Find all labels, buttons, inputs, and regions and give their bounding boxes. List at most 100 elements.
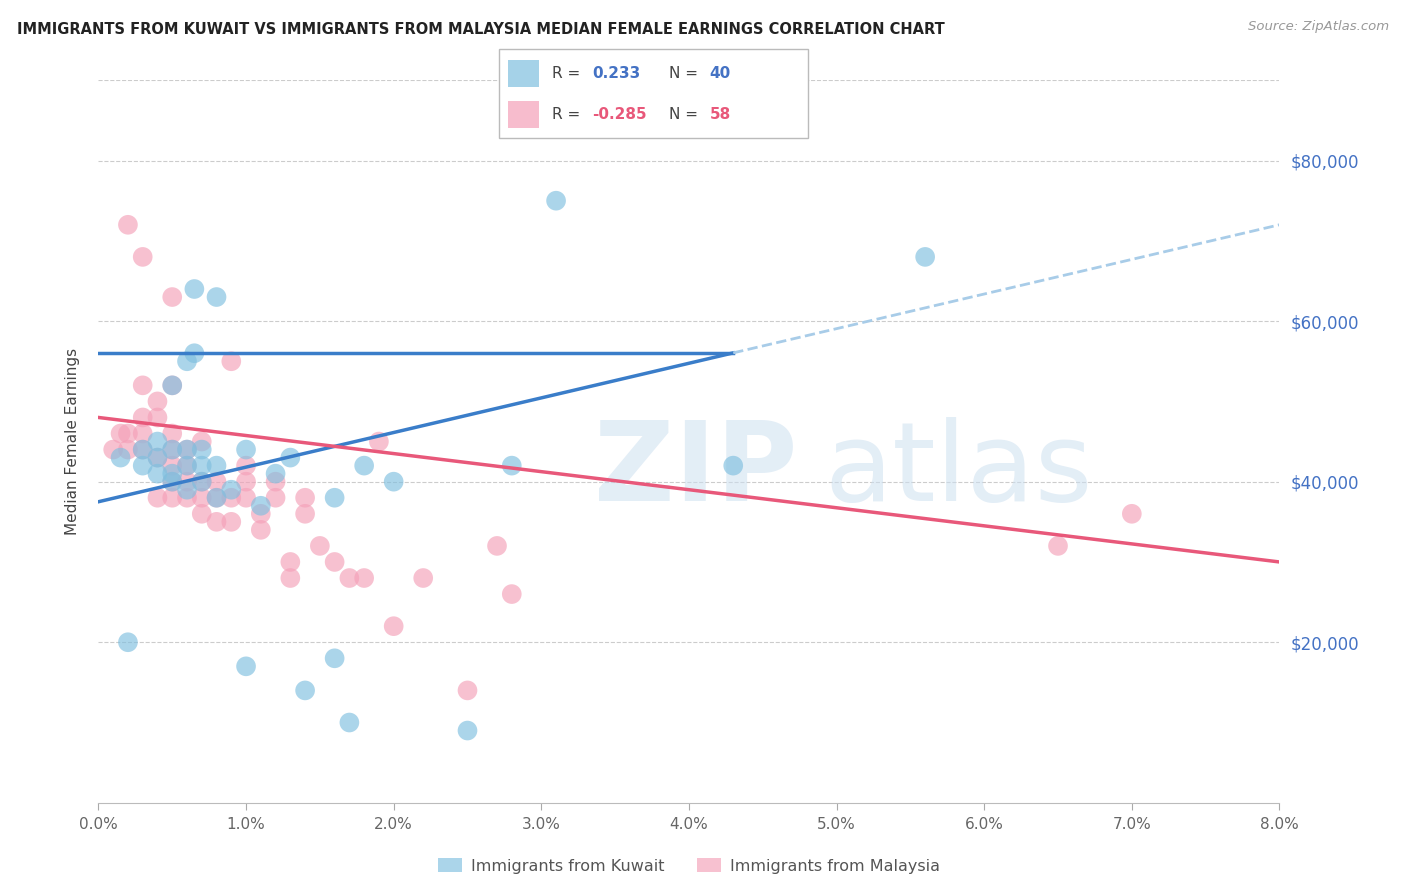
Point: [382, 475, 405, 489]
Point: [1046, 539, 1070, 553]
Point: [205, 515, 228, 529]
Point: [221, 354, 243, 368]
Point: [1121, 507, 1143, 521]
Point: [117, 442, 139, 457]
Point: [339, 571, 361, 585]
Point: [176, 354, 198, 368]
FancyBboxPatch shape: [499, 49, 808, 138]
Y-axis label: Median Female Earnings: Median Female Earnings: [65, 348, 80, 535]
Point: [412, 571, 434, 585]
Bar: [509, 101, 540, 128]
Point: [132, 250, 155, 264]
Point: [368, 434, 391, 449]
Text: -0.285: -0.285: [592, 107, 647, 121]
Point: [162, 475, 183, 489]
Point: [546, 194, 568, 208]
Point: [914, 250, 936, 264]
Point: [250, 499, 273, 513]
Point: [191, 442, 214, 457]
Point: [162, 378, 183, 392]
Text: R =: R =: [551, 107, 585, 121]
Point: [235, 458, 257, 473]
Point: [264, 467, 287, 481]
Point: [323, 651, 346, 665]
Point: [501, 587, 523, 601]
Point: [117, 426, 139, 441]
Point: [191, 491, 214, 505]
Point: [191, 507, 214, 521]
Point: [132, 442, 155, 457]
Point: [176, 483, 198, 497]
Point: [117, 635, 139, 649]
Point: [264, 491, 287, 505]
Point: [486, 539, 509, 553]
Text: N =: N =: [669, 107, 703, 121]
Point: [339, 715, 361, 730]
Point: [146, 491, 169, 505]
Text: IMMIGRANTS FROM KUWAIT VS IMMIGRANTS FROM MALAYSIA MEDIAN FEMALE EARNINGS CORREL: IMMIGRANTS FROM KUWAIT VS IMMIGRANTS FRO…: [17, 22, 945, 37]
Point: [323, 491, 346, 505]
Point: [162, 290, 183, 304]
Point: [353, 458, 375, 473]
Point: [382, 619, 405, 633]
Point: [235, 659, 257, 673]
Point: [132, 458, 155, 473]
Point: [162, 442, 183, 457]
Point: [110, 450, 132, 465]
Point: [323, 555, 346, 569]
Point: [353, 571, 375, 585]
Point: [176, 491, 198, 505]
Text: N =: N =: [669, 66, 703, 80]
Point: [191, 458, 214, 473]
Point: [176, 458, 198, 473]
Point: [457, 683, 479, 698]
Point: [117, 218, 139, 232]
Point: [146, 394, 169, 409]
Point: [457, 723, 479, 738]
Point: [221, 491, 243, 505]
Point: [280, 450, 302, 465]
Point: [191, 434, 214, 449]
Text: Source: ZipAtlas.com: Source: ZipAtlas.com: [1249, 20, 1389, 33]
Text: atlas: atlas: [825, 417, 1094, 524]
Point: [132, 426, 155, 441]
Point: [191, 475, 214, 489]
Point: [221, 515, 243, 529]
Point: [176, 475, 198, 489]
Point: [723, 458, 745, 473]
Point: [235, 442, 257, 457]
Point: [205, 491, 228, 505]
Point: [280, 555, 302, 569]
Point: [176, 458, 198, 473]
Point: [205, 290, 228, 304]
Point: [146, 434, 169, 449]
Point: [183, 346, 205, 360]
Point: [235, 475, 257, 489]
Point: [183, 282, 205, 296]
Point: [205, 491, 228, 505]
Point: [280, 571, 302, 585]
Point: [235, 491, 257, 505]
Point: [264, 475, 287, 489]
Point: [176, 442, 198, 457]
Text: 0.233: 0.233: [592, 66, 640, 80]
Point: [309, 539, 332, 553]
Point: [132, 378, 155, 392]
Point: [162, 475, 183, 489]
Point: [250, 507, 273, 521]
Point: [146, 467, 169, 481]
Bar: [509, 60, 540, 87]
Point: [294, 491, 316, 505]
Point: [205, 458, 228, 473]
Legend: Immigrants from Kuwait, Immigrants from Malaysia: Immigrants from Kuwait, Immigrants from …: [430, 850, 948, 881]
Point: [191, 475, 214, 489]
Text: 40: 40: [710, 66, 731, 80]
Point: [146, 450, 169, 465]
Point: [162, 467, 183, 481]
Text: R =: R =: [551, 66, 585, 80]
Point: [176, 442, 198, 457]
Point: [110, 426, 132, 441]
Text: 58: 58: [710, 107, 731, 121]
Point: [146, 450, 169, 465]
Point: [103, 442, 125, 457]
